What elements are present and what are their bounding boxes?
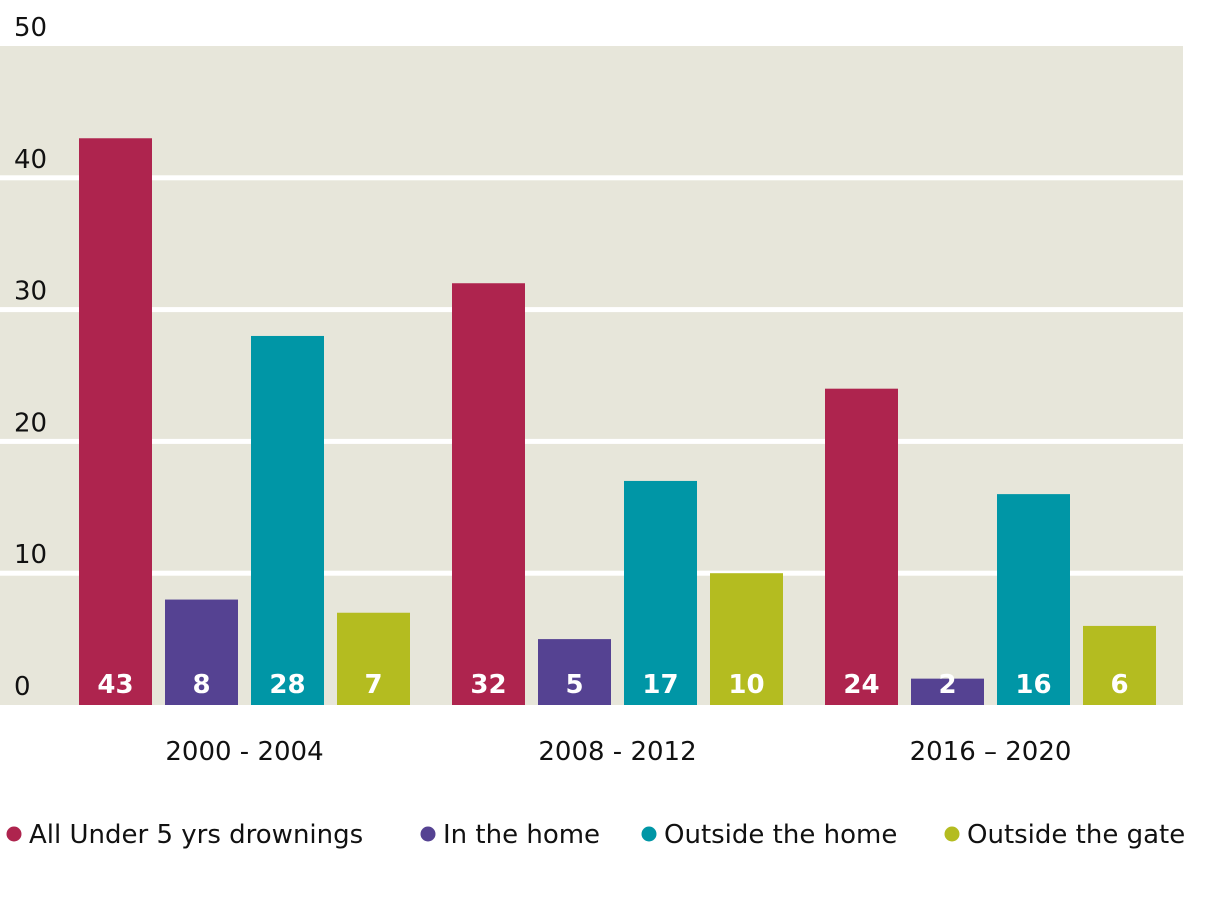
gridline <box>0 307 1183 313</box>
bar-value-label: 8 <box>192 670 210 700</box>
legend-label: In the home <box>443 820 600 850</box>
y-tick-label: 30 <box>14 277 47 307</box>
bar <box>825 388 898 705</box>
bar-value-label: 7 <box>364 670 382 700</box>
bar-value-label: 43 <box>97 670 133 700</box>
y-tick-label: 0 <box>14 672 31 702</box>
bar <box>251 335 324 705</box>
legend-marker <box>6 826 22 842</box>
bar-value-label: 2 <box>938 670 956 700</box>
bar-value-label: 24 <box>843 670 879 700</box>
legend: All Under 5 yrs drownings In the home Outs… <box>6 820 1185 850</box>
bar <box>997 494 1070 705</box>
y-tick-label: 40 <box>14 145 47 175</box>
bar <box>538 639 611 705</box>
legend-marker <box>420 826 436 842</box>
bar-value-label: 16 <box>1015 670 1051 700</box>
gridline <box>0 175 1183 181</box>
bar-value-label: 5 <box>565 670 583 700</box>
gridlines <box>0 175 1183 576</box>
legend-label: Outside the gate <box>967 820 1185 850</box>
y-tick-label: 20 <box>14 408 47 438</box>
x-category-label: 2000 - 2004 <box>165 737 323 767</box>
x-category-label: 2016 – 2020 <box>910 737 1072 767</box>
legend-label: Outside the home <box>664 820 897 850</box>
legend-label: All Under 5 yrs drownings <box>29 820 363 850</box>
bar <box>911 678 984 705</box>
x-axis-categories: 2000 - 2004 2008 - 2012 2016 – 2020 <box>165 737 1071 767</box>
bar <box>79 138 152 705</box>
bar <box>1083 625 1156 705</box>
bar <box>452 283 525 705</box>
bar-value-label: 6 <box>1110 670 1128 700</box>
bar <box>710 573 783 705</box>
bar-value-label: 32 <box>470 670 506 700</box>
bar-value-label: 17 <box>642 670 678 700</box>
legend-marker <box>944 826 960 842</box>
bars: 43 8 28 7 32 5 17 10 24 2 16 6 <box>79 138 1156 705</box>
bar-value-label: 10 <box>728 670 764 700</box>
gridline <box>0 570 1183 576</box>
y-tick-label: 50 <box>14 13 47 43</box>
y-axis-ticks: 0 10 20 30 40 50 <box>14 13 47 702</box>
legend-marker <box>641 826 657 842</box>
x-category-label: 2008 - 2012 <box>538 737 696 767</box>
bar <box>165 599 238 705</box>
gridline <box>0 438 1183 444</box>
bar-value-label: 28 <box>269 670 305 700</box>
bar <box>624 480 697 705</box>
bar <box>337 612 410 705</box>
plot-background <box>0 46 1183 705</box>
y-tick-label: 10 <box>14 540 47 570</box>
